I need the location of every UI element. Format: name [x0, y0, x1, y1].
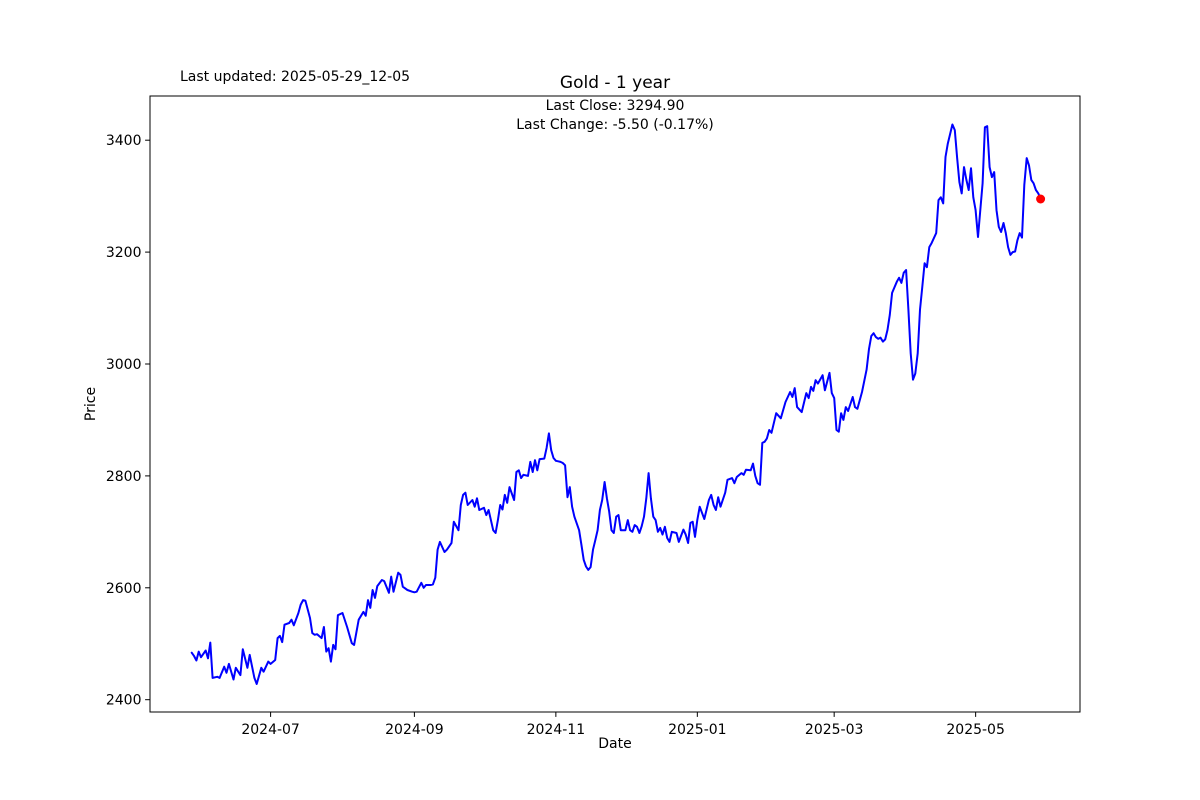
y-tick-label: 3400 [106, 133, 142, 149]
x-tick-label: 2024-07 [241, 722, 300, 738]
y-tick-label: 3200 [106, 245, 142, 261]
y-axis-label: Price [83, 387, 99, 421]
x-tick-label: 2025-03 [805, 722, 864, 738]
x-axis-label: Date [598, 736, 631, 752]
x-tick-label: 2024-09 [385, 722, 444, 738]
x-tick-label: 2025-01 [668, 722, 727, 738]
annotation-last-change: Last Change: -5.50 (-0.17%) [516, 117, 714, 133]
x-tick-label: 2025-05 [946, 722, 1005, 738]
x-tick-label: 2024-11 [527, 722, 586, 738]
y-tick-label: 3000 [106, 357, 142, 373]
price-line [190, 123, 1042, 685]
y-tick-label: 2600 [106, 581, 142, 597]
y-axis-ticks: 2400 2600 2800 3000 3200 3400 [106, 133, 150, 709]
y-tick-label: 2800 [106, 469, 142, 485]
y-tick-label: 2400 [106, 693, 142, 709]
plot-border [149, 95, 1081, 713]
chart-title: Gold - 1 year [560, 73, 670, 93]
last-updated-text: Last updated: 2025-05-29_12-05 [180, 69, 410, 85]
x-axis-ticks: 2024-07 2024-09 2024-11 2025-01 2025-03 2025-… [241, 712, 1005, 738]
annotation-last-close: Last Close: 3294.90 [546, 98, 685, 114]
last-price-marker [1036, 194, 1046, 204]
